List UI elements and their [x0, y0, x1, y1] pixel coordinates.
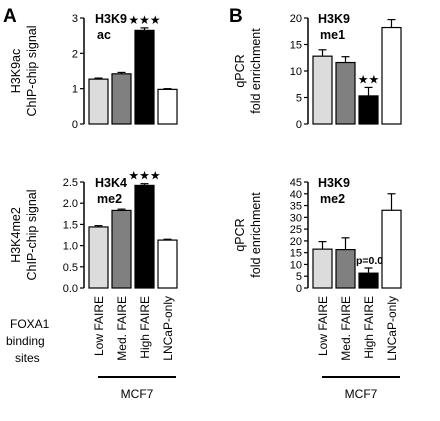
- y-tick-label: 20: [290, 13, 302, 25]
- bar-1: [88, 226, 109, 289]
- y-tick-label: 0: [72, 119, 78, 131]
- bar-4: [157, 239, 178, 289]
- category-labels-left: Low FAIRE Med. FAIRE High FAIRE LNCaP-only: [92, 296, 175, 361]
- category-labels-right: Low FAIRE Med. FAIRE High FAIRE LNCaP-only: [316, 296, 399, 361]
- chart-title-line1: H3K9: [318, 12, 350, 26]
- bar-2: [335, 249, 356, 289]
- footer-binding-line2: binding: [6, 334, 45, 348]
- bar-3: [134, 184, 155, 289]
- chart-title-line2: me2: [320, 192, 345, 206]
- group-label-left: MCF7: [121, 387, 154, 401]
- footer-binding-line3: sites: [15, 351, 40, 365]
- category-label: LNCaP-only: [161, 296, 175, 361]
- chart-title-line1: H3K9: [318, 176, 350, 190]
- y-tick-label: 40: [290, 189, 302, 201]
- chart-title-line2: me2: [97, 192, 122, 206]
- y-tick-label: 5: [296, 271, 302, 283]
- chart-h3k4me2: H3K4me2 ChIP-chip signal0.00.51.01.52.02.…: [9, 169, 178, 295]
- y-axis-label-line2: ChIP-chip signal: [25, 189, 39, 280]
- y-tick-label: 2: [72, 48, 78, 60]
- bar-1: [312, 55, 333, 125]
- footer-binding-line1: FOXA1: [10, 317, 50, 331]
- y-tick-label: 2.5: [63, 177, 78, 189]
- y-axis-label-line1: qPCR: [233, 54, 247, 87]
- y-tick-label: 0: [296, 283, 302, 295]
- y-tick-label: 1.0: [63, 241, 78, 253]
- bar-4: [381, 26, 402, 125]
- panel-letter-b: B: [229, 6, 243, 27]
- p-value-annotation: p=0.06: [356, 255, 389, 267]
- y-axis-label-line2: ChIP-chip signal: [25, 25, 39, 116]
- y-axis-label-line1: H3K9ac: [9, 49, 23, 93]
- y-tick-label: 15: [290, 40, 302, 52]
- y-tick-label: 0.0: [63, 283, 78, 295]
- chart-title-line2: me1: [320, 28, 345, 42]
- y-tick-label: 35: [290, 201, 302, 213]
- bar-3: [134, 29, 155, 125]
- significance-stars: ★★: [358, 72, 380, 86]
- bar-2: [111, 73, 132, 125]
- y-tick-label: 1: [72, 84, 78, 96]
- y-tick-label: 2.0: [63, 198, 78, 210]
- y-tick-label: 5: [296, 93, 302, 105]
- category-label: Med. FAIRE: [115, 296, 129, 361]
- chart-title-line1: H3K9: [95, 12, 127, 26]
- y-tick-label: 0: [296, 119, 302, 131]
- y-tick-label: 0.5: [63, 262, 78, 274]
- bar-2: [335, 61, 356, 125]
- panel-letter-a: A: [3, 6, 17, 27]
- category-label: High FAIRE: [138, 296, 152, 359]
- category-label: High FAIRE: [362, 296, 376, 359]
- bar-1: [88, 78, 109, 125]
- y-tick-label: 3: [72, 13, 78, 25]
- y-tick-label: 1.5: [63, 219, 78, 231]
- y-axis-label-line1: qPCR: [233, 218, 247, 251]
- significance-stars: ★★★: [128, 13, 160, 27]
- y-tick-label: 20: [290, 236, 302, 248]
- category-label: Med. FAIRE: [339, 296, 353, 361]
- significance-stars: ★★★: [128, 169, 160, 183]
- y-axis-label-line2: fold enrichment: [249, 192, 263, 278]
- category-label: LNCaP-only: [385, 296, 399, 361]
- category-label: Low FAIRE: [92, 296, 106, 356]
- y-axis-label-line2: fold enrichment: [249, 28, 263, 114]
- y-tick-label: 10: [290, 259, 302, 271]
- bar-1: [312, 248, 333, 289]
- category-label: Low FAIRE: [316, 296, 330, 356]
- y-tick-label: 15: [290, 248, 302, 260]
- y-tick-label: 45: [290, 177, 302, 189]
- bar-4: [157, 88, 178, 125]
- chart-h3k9me1: qPCR fold enrichment 0 5 10 15 20 ★★ H3K9 me1: [233, 12, 402, 131]
- y-tick-label: 10: [290, 66, 302, 78]
- chart-title-line2: ac: [97, 28, 111, 42]
- bar-2: [111, 209, 132, 289]
- bar-4: [381, 209, 402, 289]
- chart-title-line1: H3K4: [95, 176, 127, 190]
- y-tick-label: 30: [290, 212, 302, 224]
- group-label-right: MCF7: [345, 387, 378, 401]
- y-axis-label-line1: H3K4me2: [9, 207, 23, 263]
- y-tick-label: 25: [290, 224, 302, 236]
